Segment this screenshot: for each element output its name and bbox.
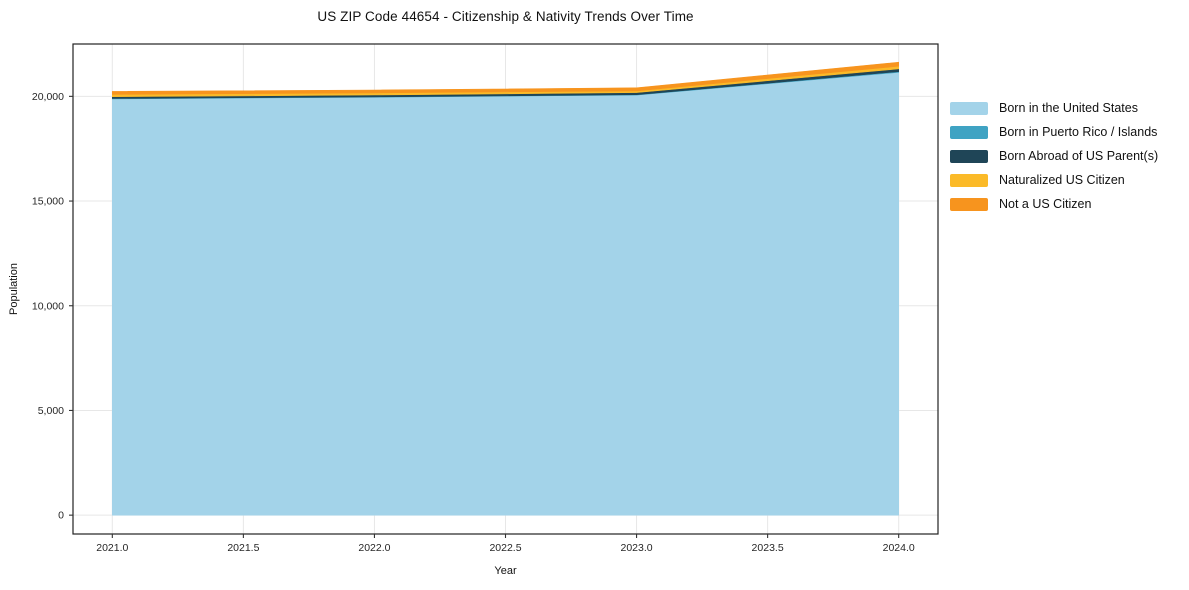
x-tick-label: 2021.0: [96, 542, 128, 554]
legend-item: Born in Puerto Rico / Islands: [950, 125, 1158, 139]
legend-item: Born Abroad of US Parent(s): [950, 149, 1158, 163]
x-tick-label: 2024.0: [883, 542, 915, 554]
x-tick-label: 2022.5: [489, 542, 521, 554]
x-tick-label: 2023.0: [620, 542, 652, 554]
x-tick-label: 2021.5: [227, 542, 259, 554]
legend: Born in the United States Born in Puerto …: [950, 101, 1158, 221]
chart-title: US ZIP Code 44654 - Citizenship & Nativi…: [317, 9, 694, 24]
y-tick-label: 15,000: [32, 196, 64, 208]
legend-item: Born in the United States: [950, 101, 1158, 115]
legend-swatch: [950, 125, 988, 139]
y-tick-label: 5,000: [38, 405, 64, 417]
legend-label: Naturalized US Citizen: [999, 173, 1125, 187]
y-axis-title-text: Population: [8, 263, 20, 315]
y-tick-label: 0: [58, 510, 64, 522]
x-axis-title: Year: [494, 565, 517, 577]
x-tick-label: 2023.5: [752, 542, 784, 554]
legend-label: Born Abroad of US Parent(s): [999, 149, 1159, 163]
legend-swatch: [950, 197, 988, 211]
area-series-0: [112, 71, 899, 516]
legend-swatch: [950, 149, 988, 163]
legend-label: Born in Puerto Rico / Islands: [999, 125, 1158, 139]
legend-label: Born in the United States: [999, 101, 1138, 115]
legend-item: Naturalized US Citizen: [950, 173, 1158, 187]
y-tick-label: 10,000: [32, 300, 64, 312]
legend-label: Not a US Citizen: [999, 197, 1092, 211]
legend-swatch: [950, 173, 988, 187]
x-tick-label: 2022.0: [358, 542, 390, 554]
area-series-4: [112, 61, 899, 95]
legend-swatch: [950, 101, 988, 115]
y-tick-label: 20,000: [32, 91, 64, 103]
legend-item: Not a US Citizen: [950, 197, 1158, 211]
